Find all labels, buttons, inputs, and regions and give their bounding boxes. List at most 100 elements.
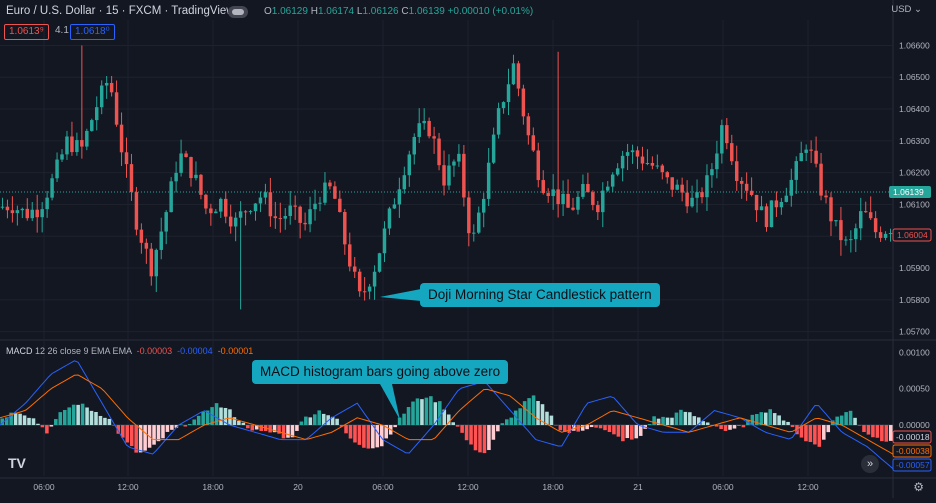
histogram-bar <box>272 425 277 433</box>
candle-body <box>511 63 516 85</box>
histogram-bar <box>455 425 460 427</box>
histogram-bar <box>335 418 339 426</box>
histogram-bar <box>884 425 889 442</box>
candle-body <box>184 153 188 158</box>
candle-body <box>700 192 704 198</box>
candle-body <box>601 190 605 213</box>
histogram-bar <box>487 425 491 451</box>
histogram-bar <box>357 425 362 445</box>
macd-legend-name: MACD <box>6 346 33 356</box>
gear-icon[interactable]: ⚙ <box>913 480 924 494</box>
histogram-bar <box>759 412 764 426</box>
candle-body <box>437 138 441 166</box>
buy-button[interactable]: 1.0618⁰ <box>70 24 115 40</box>
candle-body <box>868 212 873 219</box>
candle-body <box>129 164 134 193</box>
candle-body <box>343 211 347 245</box>
candle-body <box>283 216 288 219</box>
visibility-toggle[interactable] <box>228 6 248 18</box>
candle-body <box>819 163 823 196</box>
candle-body <box>472 232 476 234</box>
histogram-bar <box>18 413 22 426</box>
histogram-bar <box>786 421 790 426</box>
histogram-bar <box>0 418 5 426</box>
ohlc-readout: O1.06129 H1.06174 L1.06126 C1.06139 +0.0… <box>264 6 533 17</box>
histogram-bar <box>411 401 415 426</box>
price-tick-label: 1.06400 <box>899 104 930 114</box>
candle-body <box>665 172 670 178</box>
axes: 1.06600 1.06500 1.06400 1.06300 1.06200 1.061… <box>33 40 932 492</box>
histogram-bar <box>397 417 402 426</box>
histogram-bar <box>813 425 817 445</box>
histogram-bar <box>835 416 839 426</box>
candle-body <box>333 186 337 199</box>
histogram-bar <box>415 398 420 426</box>
candle-body <box>541 180 545 194</box>
histogram-bar <box>13 412 18 426</box>
histogram-bar <box>607 425 612 433</box>
candle-body <box>452 161 456 166</box>
histogram-bar <box>871 425 875 438</box>
candle-body <box>556 189 560 205</box>
histogram-bar <box>312 414 317 426</box>
time-tick-label: 06:00 <box>712 482 734 492</box>
candle-body <box>328 182 332 187</box>
histogram-bar <box>558 425 563 431</box>
candle-body <box>496 108 501 135</box>
histogram-bar <box>451 422 455 426</box>
candle-body <box>338 198 342 212</box>
last-price-marker <box>889 186 931 199</box>
candle-body <box>734 161 739 181</box>
candle-body <box>109 82 114 93</box>
histogram-bar <box>379 425 384 447</box>
candle-body <box>814 150 818 164</box>
histogram-bar <box>31 418 36 426</box>
histogram-bar <box>723 425 728 431</box>
time-tick-label: 18:00 <box>202 482 224 492</box>
tradingview-logo-icon[interactable]: TV <box>8 455 26 471</box>
candle-body <box>710 169 714 176</box>
candle-body <box>80 140 84 147</box>
histogram-bar <box>616 425 621 437</box>
histogram-bar <box>696 417 701 426</box>
currency-selector[interactable]: USD ⌄ <box>891 4 922 15</box>
histogram-bar <box>638 425 643 436</box>
signal-line <box>0 374 894 455</box>
histogram-bar <box>366 425 371 449</box>
candle-body <box>457 153 461 162</box>
candle-body <box>273 216 278 219</box>
histogram-bar <box>719 425 723 430</box>
candle-body <box>164 212 168 232</box>
histogram-bar <box>9 412 13 426</box>
candle-body <box>298 206 302 223</box>
time-tick-label: 12:00 <box>117 482 139 492</box>
candle-body <box>605 186 610 191</box>
candle-body <box>303 222 307 225</box>
scroll-right-icon[interactable]: » <box>861 455 879 473</box>
candle-body <box>660 165 665 173</box>
candle-body <box>367 286 372 292</box>
candle-body <box>888 233 893 235</box>
candle-body <box>506 84 511 103</box>
candle-body <box>799 152 803 162</box>
histogram-bar <box>755 414 759 426</box>
open-key: O <box>264 6 272 17</box>
candle-body <box>199 174 203 195</box>
candle-body <box>45 197 49 210</box>
histogram-bar <box>58 412 63 426</box>
candle-body <box>60 154 64 160</box>
candle-body <box>75 140 79 153</box>
histogram-bar <box>40 425 45 428</box>
sell-button[interactable]: 1.0613⁹ <box>4 24 49 40</box>
macd-legend[interactable]: MACD 12 26 close 9 EMA EMA -0.00003 -0.0… <box>6 346 253 356</box>
histogram-bar <box>652 416 656 426</box>
histogram-bar <box>732 425 737 429</box>
candle-body <box>65 136 69 155</box>
histogram-bar <box>45 425 49 434</box>
histogram-bar <box>540 404 545 426</box>
bid-price-marker <box>892 228 932 242</box>
price-tick-label: 1.05800 <box>899 295 930 305</box>
histogram-bar <box>589 425 594 428</box>
